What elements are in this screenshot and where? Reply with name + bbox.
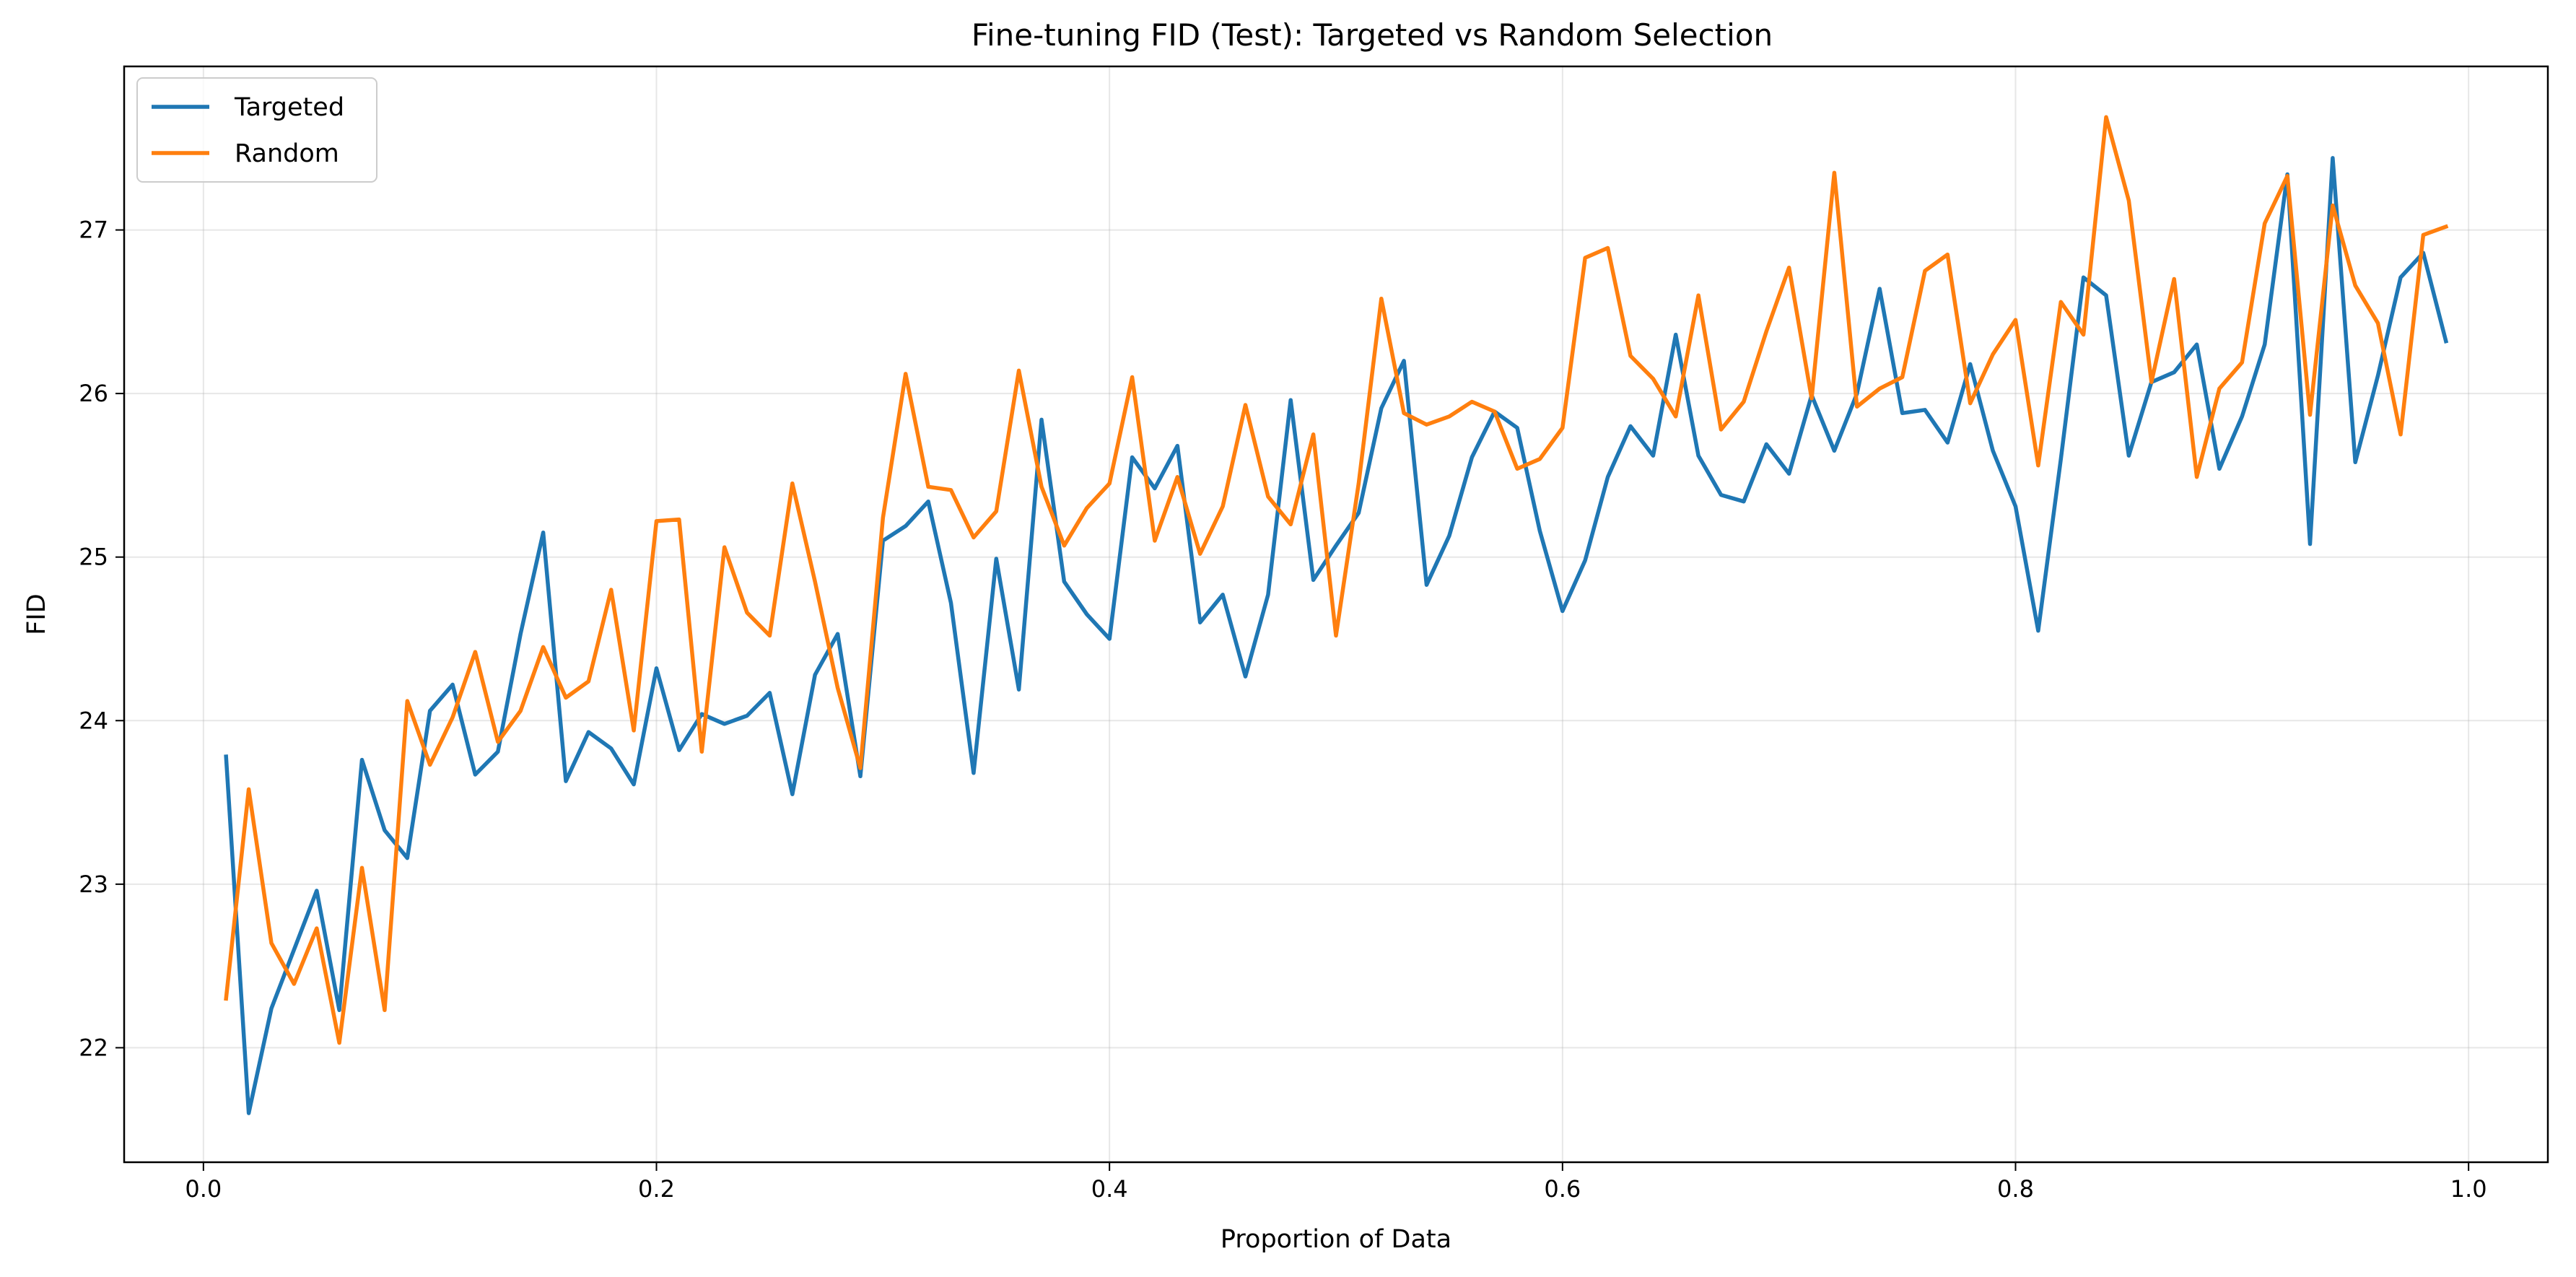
x-tick-label: 0.6 xyxy=(1544,1175,1581,1203)
legend-label-random: Random xyxy=(235,139,339,168)
plot-frame xyxy=(123,65,2549,1164)
x-tick-label: 0.0 xyxy=(185,1175,222,1203)
y-tick-label: 22 xyxy=(79,1034,108,1061)
x-tick-label: 0.2 xyxy=(638,1175,675,1203)
legend-box xyxy=(136,77,377,183)
legend-label-targeted: Targeted xyxy=(234,93,344,122)
plot-lines xyxy=(224,115,2449,1115)
legend: Targeted Random xyxy=(136,77,377,183)
x-axis: 0.0 0.2 0.4 0.6 0.8 1.0 xyxy=(185,1162,2487,1203)
x-axis-title: Proportion of Data xyxy=(1221,1225,1451,1254)
y-tick-label: 27 xyxy=(79,217,108,244)
grid-lines xyxy=(124,66,2548,1162)
series-line-targeted xyxy=(224,156,2449,1115)
y-tick-label: 24 xyxy=(79,707,108,734)
x-tick-label: 0.8 xyxy=(1997,1175,2034,1203)
series-line-random xyxy=(224,115,2449,1045)
y-tick-label: 23 xyxy=(79,871,108,898)
x-tick-label: 0.4 xyxy=(1091,1175,1128,1203)
chart-title: Fine-tuning FID (Test): Targeted vs Rand… xyxy=(972,17,1773,53)
y-tick-label: 25 xyxy=(79,544,108,571)
y-axis-title: FID xyxy=(22,593,51,635)
y-axis: 22 23 24 25 26 27 xyxy=(79,217,124,1061)
x-tick-label: 1.0 xyxy=(2450,1175,2487,1203)
y-tick-label: 26 xyxy=(79,380,108,407)
